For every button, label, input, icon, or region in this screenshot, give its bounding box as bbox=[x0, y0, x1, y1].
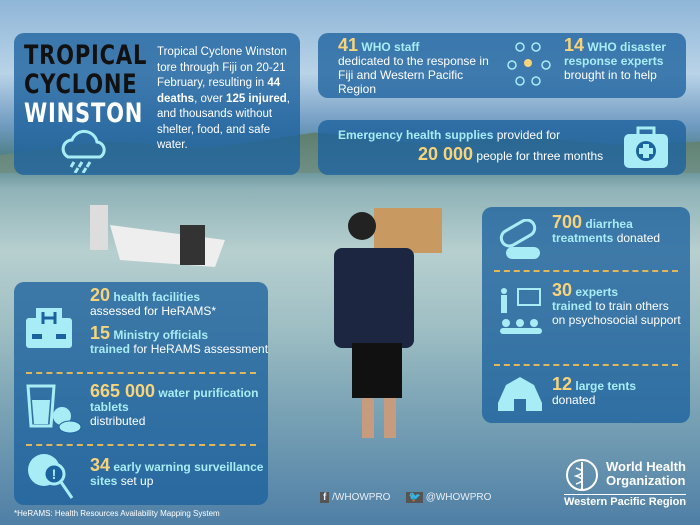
page-title: TROPICAL CYCLONE WINSTON bbox=[24, 41, 147, 128]
sites-desc: set up bbox=[120, 474, 154, 488]
water-glass-tablets-icon bbox=[26, 384, 82, 434]
sites-count: 34 bbox=[90, 455, 111, 475]
twitter-icon: 🐦 bbox=[406, 492, 423, 503]
supplies-panel: Emergency health supplies provided for 2… bbox=[318, 120, 686, 175]
cyclone-summary-panel: TROPICAL CYCLONE WINSTON Tropical Cyclon… bbox=[14, 33, 300, 175]
injured-count: 125 injured bbox=[226, 92, 287, 105]
assessment-panel: 20 health facilities assessed for HeRAMS*… bbox=[14, 282, 268, 505]
twitter-handle: @WHOWPRO bbox=[425, 492, 492, 503]
sites-label: early warning surveillance sites bbox=[90, 460, 264, 488]
divider bbox=[26, 372, 256, 374]
supplies-text: provided for bbox=[496, 128, 561, 142]
intro-text: Tropical Cyclone Winston tore through Fi… bbox=[157, 45, 295, 154]
officials-trained: trained bbox=[90, 342, 131, 356]
hospital-building-icon bbox=[26, 308, 72, 348]
title-line: CYCLONE bbox=[24, 69, 138, 100]
diarrhea-desc: donated bbox=[616, 231, 661, 245]
tablets-desc: distributed bbox=[90, 414, 146, 428]
footnote: *HeRAMS: Health Resources Availability M… bbox=[14, 509, 220, 518]
social-links: f /WHOWPRO 🐦 @WHOWPRO bbox=[320, 492, 491, 503]
divider bbox=[494, 364, 678, 366]
experts-label: WHO disaster response experts bbox=[564, 40, 667, 68]
boat-photo bbox=[90, 205, 225, 267]
officials-label: Ministry officials bbox=[113, 328, 209, 342]
logo-text: World Health bbox=[606, 459, 686, 474]
officials-desc: for HeRAMS assessment bbox=[133, 342, 269, 356]
staff-desc: dedicated to the response in Fiji and We… bbox=[338, 54, 489, 96]
trainers-count: 30 bbox=[552, 280, 573, 300]
trainer-presentation-icon bbox=[500, 288, 542, 334]
first-aid-kit-icon bbox=[624, 126, 668, 168]
worker-carrying-box-photo bbox=[334, 208, 442, 438]
experts-count: 14 bbox=[564, 35, 585, 55]
tents-desc: donated bbox=[552, 393, 596, 407]
donations-panel: 700 diarrhea treatments donated 30 exper… bbox=[482, 207, 690, 423]
staff-count: 41 bbox=[338, 35, 359, 55]
diarrhea-label: diarrhea treatments bbox=[552, 217, 633, 245]
intro-part: , and thousands without shelter, food, a… bbox=[157, 92, 290, 152]
supplies-count: 20 000 bbox=[418, 144, 474, 164]
who-emblem-icon bbox=[566, 459, 598, 491]
tablets-count: 665 000 bbox=[90, 381, 156, 401]
tents-count: 12 bbox=[552, 374, 573, 394]
tablets-label: water purification tablets bbox=[90, 386, 259, 414]
logo-region: Western Pacific Region bbox=[564, 494, 687, 508]
trainers-trained: trained bbox=[552, 299, 593, 313]
diarrhea-count: 700 bbox=[552, 212, 583, 232]
facilities-desc: assessed for HeRAMS* bbox=[90, 304, 217, 318]
supplies-label: Emergency health supplies bbox=[338, 128, 494, 142]
people-network-icon bbox=[507, 42, 551, 86]
facilities-count: 20 bbox=[90, 285, 111, 305]
facebook-icon: f bbox=[320, 492, 330, 503]
facebook-link[interactable]: f /WHOWPRO bbox=[320, 492, 390, 503]
facilities-label: health facilities bbox=[113, 290, 201, 304]
divider bbox=[494, 270, 678, 272]
tents-label: large tents bbox=[575, 379, 637, 393]
staff-panel: 41 WHO staff dedicated to the response in… bbox=[318, 33, 686, 98]
pills-icon bbox=[499, 219, 540, 259]
intro-part: Tropical Cyclone Winston tore through Fi… bbox=[157, 46, 287, 89]
officials-count: 15 bbox=[90, 323, 111, 343]
divider bbox=[26, 444, 256, 446]
trainers-label: experts bbox=[575, 285, 619, 299]
logo-text: Organization bbox=[606, 473, 686, 488]
globe-warning-icon: ! bbox=[28, 454, 74, 499]
intro-part: , over bbox=[194, 92, 227, 105]
supplies-text: people for three months bbox=[476, 149, 604, 163]
experts-desc: brought in to help bbox=[564, 68, 657, 82]
rain-cloud-icon bbox=[61, 129, 106, 173]
trainers-desc: to train others on psychosocial support bbox=[552, 299, 681, 327]
tent-icon bbox=[498, 377, 542, 411]
deaths-count: 44 deaths bbox=[157, 77, 281, 105]
twitter-link[interactable]: 🐦 @WHOWPRO bbox=[406, 492, 491, 503]
svg-text:!: ! bbox=[52, 466, 57, 482]
title-line: TROPICAL bbox=[24, 40, 148, 71]
facebook-handle: /WHOWPRO bbox=[332, 492, 391, 503]
title-line: WINSTON bbox=[24, 98, 144, 129]
staff-label: WHO staff bbox=[361, 40, 420, 54]
